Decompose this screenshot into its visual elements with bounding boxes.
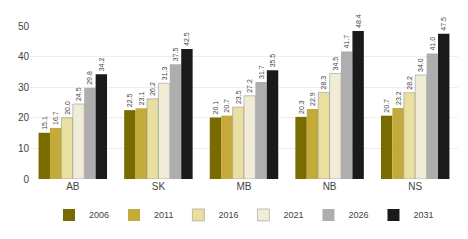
svg-text:AB: AB bbox=[66, 181, 80, 192]
svg-text:26.2: 26.2 bbox=[149, 82, 156, 96]
svg-text:2021: 2021 bbox=[283, 210, 303, 220]
svg-text:16.7: 16.7 bbox=[52, 111, 59, 125]
svg-text:2011: 2011 bbox=[154, 210, 173, 220]
svg-text:22.5: 22.5 bbox=[126, 93, 133, 107]
svg-text:SK: SK bbox=[152, 181, 166, 192]
svg-text:31.7: 31.7 bbox=[258, 65, 265, 79]
svg-text:10: 10 bbox=[18, 143, 30, 154]
svg-text:2016: 2016 bbox=[218, 210, 238, 220]
svg-text:23.5: 23.5 bbox=[235, 90, 242, 104]
svg-text:0: 0 bbox=[23, 174, 29, 185]
svg-text:30: 30 bbox=[18, 82, 30, 93]
svg-text:35.5: 35.5 bbox=[269, 54, 276, 68]
svg-text:20.7: 20.7 bbox=[383, 99, 390, 113]
svg-text:NS: NS bbox=[408, 181, 422, 192]
svg-text:34.2: 34.2 bbox=[98, 58, 105, 72]
svg-text:15.1: 15.1 bbox=[41, 116, 48, 130]
svg-text:2006: 2006 bbox=[89, 210, 109, 220]
svg-text:29.8: 29.8 bbox=[86, 71, 93, 85]
svg-text:20.3: 20.3 bbox=[298, 100, 305, 114]
svg-text:37.5: 37.5 bbox=[172, 48, 179, 62]
svg-text:2026: 2026 bbox=[348, 210, 368, 220]
svg-text:22.9: 22.9 bbox=[309, 92, 316, 106]
svg-text:23.1: 23.1 bbox=[138, 92, 145, 106]
svg-text:50: 50 bbox=[18, 21, 30, 32]
svg-text:20.0: 20.0 bbox=[64, 101, 71, 115]
svg-text:34.5: 34.5 bbox=[332, 57, 339, 71]
svg-text:NB: NB bbox=[323, 181, 337, 192]
svg-text:40: 40 bbox=[18, 51, 30, 62]
svg-text:41.7: 41.7 bbox=[343, 35, 350, 49]
svg-text:34.0: 34.0 bbox=[417, 58, 424, 72]
svg-text:42.5: 42.5 bbox=[183, 32, 190, 46]
svg-text:MB: MB bbox=[237, 181, 252, 192]
svg-text:31.3: 31.3 bbox=[161, 66, 168, 80]
svg-text:20: 20 bbox=[18, 112, 30, 123]
svg-text:28.2: 28.2 bbox=[406, 76, 413, 90]
svg-text:24.5: 24.5 bbox=[75, 87, 82, 101]
svg-text:20.7: 20.7 bbox=[223, 99, 230, 113]
svg-text:20.1: 20.1 bbox=[212, 101, 219, 115]
svg-text:2031: 2031 bbox=[413, 210, 433, 220]
svg-text:27.2: 27.2 bbox=[246, 79, 253, 93]
svg-text:47.5: 47.5 bbox=[440, 17, 447, 31]
svg-text:41.0: 41.0 bbox=[429, 37, 436, 51]
svg-text:28.3: 28.3 bbox=[320, 76, 327, 90]
svg-text:48.4: 48.4 bbox=[355, 14, 362, 28]
svg-text:23.2: 23.2 bbox=[395, 91, 402, 105]
